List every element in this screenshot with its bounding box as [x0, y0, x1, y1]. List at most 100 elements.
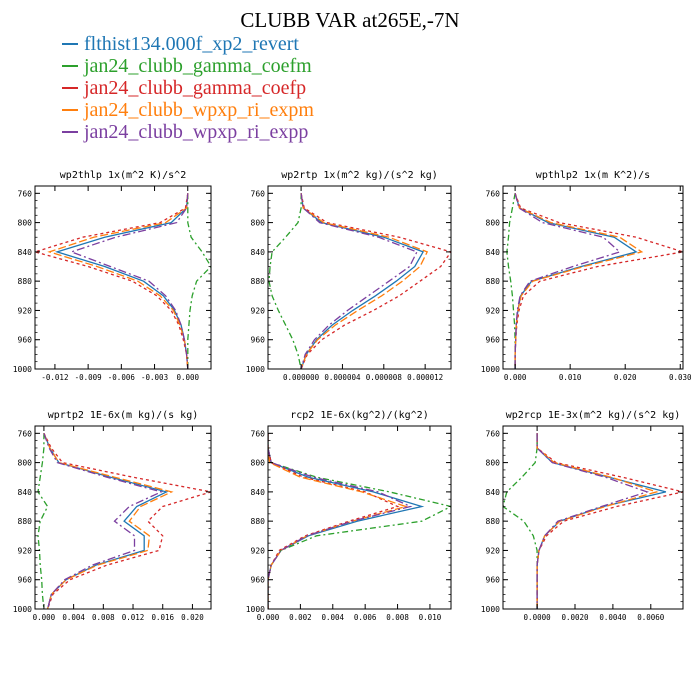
y-tick-label: 800 — [18, 459, 33, 468]
series-line — [300, 193, 429, 369]
x-tick-label: 0.020 — [614, 373, 637, 382]
y-tick-label: 840 — [18, 488, 33, 497]
panel-frame — [34, 185, 212, 370]
y-tick-label: 960 — [486, 576, 501, 585]
y-tick-label: 1000 — [13, 605, 32, 614]
y-tick-label: 760 — [251, 429, 266, 438]
y-tick-label: 1000 — [481, 605, 500, 614]
y-tick-label: 800 — [486, 219, 501, 228]
x-tick-label: 0.004 — [62, 613, 85, 622]
x-tick-label: 0.000 — [504, 373, 527, 382]
y-tick-label: 960 — [18, 576, 33, 585]
x-tick-label: 0.008 — [386, 613, 409, 622]
legend-label: jan24_clubb_gamma_coefm — [84, 55, 312, 77]
x-tick-label: 0.012 — [122, 613, 145, 622]
panel: 760 800 840 880 920 960 1000 -0.012 -0.009 -0.006… — [13, 170, 212, 382]
series-line — [268, 433, 408, 609]
series-line — [187, 193, 211, 369]
legend-item: jan24_clubb_gamma_coefm — [62, 55, 314, 77]
panel: 760 800 840 880 920 960 1000 0.0000 0.0020 0.0040… — [481, 410, 684, 622]
legend-swatch — [62, 65, 78, 68]
legend: flthist134.000f_xp2_revert jan24_clubb_g… — [62, 33, 314, 143]
series-line — [300, 193, 451, 369]
series-group — [268, 193, 451, 369]
legend-label: jan24_clubb_gamma_coefp — [84, 77, 307, 99]
series-line — [536, 433, 659, 609]
y-tick-label: 960 — [251, 576, 266, 585]
y-tick-label: 880 — [486, 277, 501, 286]
y-tick-label: 880 — [486, 517, 501, 526]
y-tick-label: 840 — [486, 488, 501, 497]
series-line — [514, 193, 644, 369]
x-tick-label: 0.004 — [321, 613, 344, 622]
y-tick-label: 960 — [251, 336, 266, 345]
x-tick-label: 0.010 — [419, 613, 442, 622]
legend-swatch — [62, 131, 78, 134]
y-tick-label: 960 — [486, 336, 501, 345]
legend-item: jan24_clubb_wpxp_ri_expp — [62, 121, 314, 143]
y-tick-label: 800 — [251, 459, 266, 468]
x-tick-label: 0.030 — [669, 373, 692, 382]
legend-swatch — [62, 87, 78, 90]
y-tick-label: 1000 — [246, 605, 265, 614]
legend-label: jan24_clubb_wpxp_ri_expp — [84, 121, 309, 143]
series-line — [514, 193, 621, 369]
x-tick-label: 0.008 — [92, 613, 115, 622]
series-line — [268, 193, 302, 369]
series-line — [268, 433, 400, 609]
figure-title: CLUBB VAR at265E,-7N — [240, 8, 460, 32]
series-line — [43, 433, 164, 609]
series-line — [506, 193, 516, 369]
x-tick-label: 0.0020 — [561, 613, 589, 622]
panel: 760 800 840 880 920 960 1000 0.000 0.010 0.020 0.0… — [481, 170, 692, 382]
y-tick-label: 880 — [18, 277, 33, 286]
series-line — [300, 193, 418, 369]
x-tick-label: -0.006 — [108, 373, 136, 382]
y-tick-label: 760 — [486, 429, 501, 438]
x-tick-label: 0.0060 — [637, 613, 665, 622]
x-tick-label: -0.012 — [41, 373, 68, 382]
y-tick-label: 800 — [486, 459, 501, 468]
series-line — [514, 193, 683, 369]
series-group — [37, 433, 211, 609]
y-tick-label: 1000 — [481, 365, 500, 374]
series-group — [35, 193, 211, 369]
panel-title: wp2thlp 1x(m^2 K)/s^2 — [60, 170, 186, 181]
y-tick-label: 840 — [251, 248, 266, 257]
series-line — [35, 193, 189, 369]
x-tick-label: 0.0000 — [524, 613, 552, 622]
x-tick-label: 0.000 — [257, 613, 280, 622]
y-tick-label: 960 — [18, 336, 33, 345]
series-line — [268, 433, 425, 609]
x-tick-label: 0.0040 — [599, 613, 627, 622]
legend-label: jan24_clubb_wpxp_ri_expm — [84, 99, 314, 121]
panel-title: wprtp2 1E-6x(m kg)/(s kg) — [48, 410, 199, 421]
series-line — [268, 433, 413, 609]
x-tick-label: 0.000004 — [324, 373, 361, 382]
legend-label: flthist134.000f_xp2_revert — [84, 33, 299, 55]
y-tick-label: 840 — [18, 248, 33, 257]
y-tick-label: 760 — [18, 429, 33, 438]
series-group — [506, 193, 683, 369]
panel-title: wp2rtp 1x(m^2 kg)/(s^2 kg) — [281, 170, 438, 181]
y-tick-label: 920 — [251, 306, 266, 315]
y-tick-label: 840 — [486, 248, 501, 257]
series-line — [503, 433, 538, 609]
legend-swatch — [62, 43, 78, 46]
y-tick-label: 920 — [18, 306, 33, 315]
x-tick-label: 0.000008 — [366, 373, 403, 382]
panel-frame — [34, 425, 212, 610]
x-tick-label: 0.010 — [559, 373, 582, 382]
y-tick-label: 920 — [251, 546, 266, 555]
x-tick-label: 0.020 — [181, 613, 204, 622]
series-line — [37, 433, 49, 609]
series-line — [69, 193, 189, 369]
x-tick-label: 0.000012 — [407, 373, 443, 382]
x-tick-label: 0.000 — [176, 373, 199, 382]
series-group — [503, 433, 683, 609]
x-tick-label: 0.002 — [289, 613, 312, 622]
y-tick-label: 760 — [18, 189, 33, 198]
